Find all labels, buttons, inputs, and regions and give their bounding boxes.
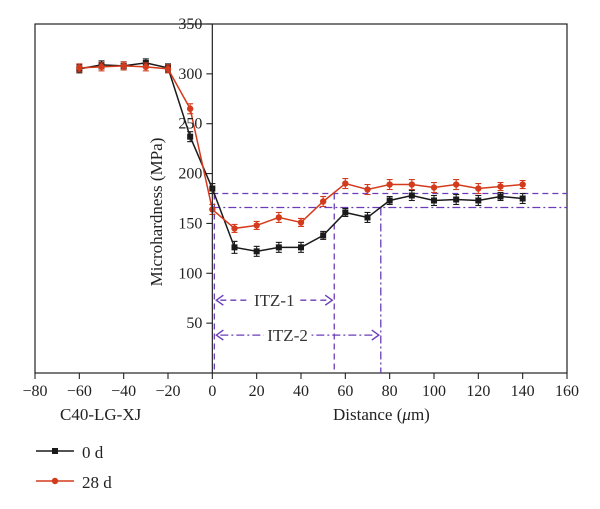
itz2-label: ITZ-2 xyxy=(267,326,308,345)
data-point xyxy=(430,184,438,191)
data-point xyxy=(164,65,172,73)
axes: −80 −60 −40 −20 0 20 40 60 80 100 120 140 160 50 100 15… xyxy=(22,16,579,400)
legend: 0 d 28 d xyxy=(34,441,194,501)
x-tick-label: −80 xyxy=(22,383,47,400)
itz1-label: ITZ-1 xyxy=(254,291,295,310)
itz-annotations: ITZ-1 ITZ-2 xyxy=(212,192,567,373)
x-tick-label: 140 xyxy=(511,383,535,400)
itz1-arrow-left xyxy=(215,294,224,306)
x-tick-label: 160 xyxy=(555,383,579,400)
series-28d xyxy=(76,61,526,233)
itz1-arrow-right xyxy=(324,294,334,306)
itz2-arrow-left xyxy=(215,329,224,341)
data-point xyxy=(253,248,260,255)
data-point xyxy=(319,198,327,205)
data-point xyxy=(297,219,305,226)
data-point xyxy=(342,209,349,216)
data-point xyxy=(519,181,526,188)
x-axis-title-unit: μ xyxy=(401,405,411,424)
x-axis-title-prefix: Distance ( xyxy=(333,405,403,424)
data-point xyxy=(519,195,526,202)
data-point xyxy=(253,222,260,229)
x-axis-title: Distance (μm) xyxy=(333,405,430,424)
x-tick-label: 120 xyxy=(466,383,490,400)
data-point xyxy=(186,105,194,112)
legend-swatch-28d xyxy=(36,477,74,485)
data-point xyxy=(187,133,194,140)
data-point xyxy=(275,214,283,221)
x-axis-title-suffix: m) xyxy=(411,405,430,424)
legend-swatch-0d xyxy=(36,448,74,454)
x-tick-label: 40 xyxy=(293,383,309,400)
data-point xyxy=(497,193,504,200)
data-point xyxy=(453,196,460,203)
data-point xyxy=(342,180,349,187)
legend-item-0d: 0 d xyxy=(34,441,194,471)
x-tick-label: 100 xyxy=(422,383,446,400)
data-point xyxy=(452,181,460,188)
y-tick-label: 100 xyxy=(178,265,202,282)
data-point xyxy=(475,185,482,192)
data-point xyxy=(231,244,238,251)
x-tick-label: 0 xyxy=(208,383,216,400)
y-tick-label: 50 xyxy=(186,315,202,332)
legend-label-28d: 28 d xyxy=(82,473,112,492)
data-point xyxy=(408,192,415,199)
data-point xyxy=(475,197,482,204)
data-point xyxy=(431,197,437,204)
data-point xyxy=(142,63,150,71)
y-tick-label: 200 xyxy=(178,166,202,183)
data-point xyxy=(275,244,282,251)
data-point xyxy=(76,64,83,72)
legend-label-0d: 0 d xyxy=(82,443,104,462)
itz2-label-bg xyxy=(263,325,312,346)
sample-label: C40-LG-XJ xyxy=(60,405,142,424)
data-point xyxy=(408,181,416,188)
series-layer xyxy=(76,58,526,257)
data-point xyxy=(320,232,327,239)
data-point xyxy=(231,225,238,232)
x-tick-label: 60 xyxy=(337,383,353,400)
y-tick-label: 350 xyxy=(178,16,202,33)
x-tick-label: −20 xyxy=(155,383,180,400)
data-point xyxy=(386,197,393,204)
legend-item-28d: 28 d xyxy=(34,471,194,501)
y-tick-label: 150 xyxy=(178,215,202,232)
data-point xyxy=(298,244,304,251)
y-axis-title: Microhardness (MPa) xyxy=(147,138,166,287)
y-tick-label: 300 xyxy=(178,66,202,83)
data-point xyxy=(98,63,105,71)
x-tick-label: −40 xyxy=(111,383,136,400)
x-tick-label: −60 xyxy=(67,383,92,400)
itz1-label-bg xyxy=(250,290,299,311)
data-point xyxy=(364,214,371,221)
x-tick-label: 20 xyxy=(249,383,265,400)
data-point xyxy=(364,186,371,193)
data-point xyxy=(497,183,504,190)
data-point xyxy=(386,181,393,188)
itz2-arrow-right xyxy=(371,329,381,341)
data-point xyxy=(120,62,127,70)
y-tick-label: 250 xyxy=(178,116,202,133)
x-tick-label: 80 xyxy=(382,383,398,400)
